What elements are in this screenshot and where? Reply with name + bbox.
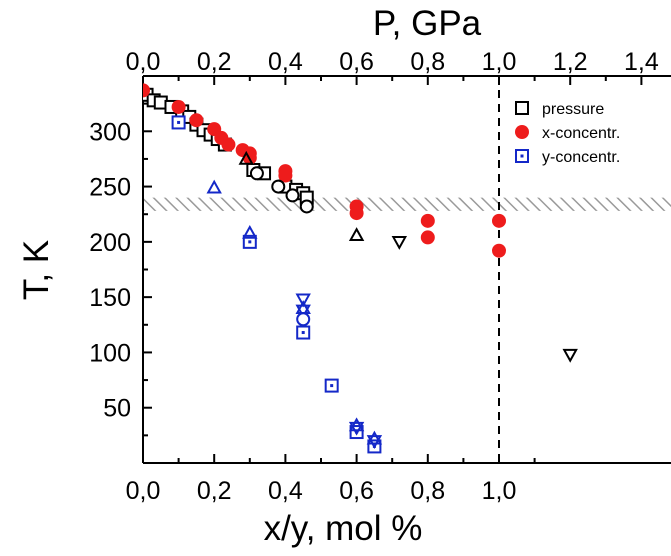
top-x-tick-label: 1,4 [624, 48, 659, 76]
x-tick-label: 0,4 [268, 477, 303, 505]
point-center-dot [248, 240, 252, 244]
point-triangle-up [206, 179, 222, 194]
top-x-tick-label: 1,2 [553, 48, 588, 76]
point-filled-circle [492, 243, 506, 258]
top-x-tick-label: 0,2 [197, 48, 232, 76]
point-triangle-up [348, 227, 365, 242]
point-triangle-up [348, 417, 365, 432]
point-open-circle [285, 188, 300, 203]
point-open-circle [249, 166, 264, 181]
x-tick-label: 0,6 [339, 477, 374, 505]
data-points [143, 83, 578, 454]
point-filled-circle [221, 137, 236, 152]
y-tick-label: 100 [89, 339, 131, 367]
point-filled-circle [189, 113, 204, 128]
point-filled-circle [420, 213, 435, 228]
hatched-band [143, 197, 671, 211]
point-open-circle [299, 199, 314, 214]
legend-label: y-concentr. [542, 149, 620, 166]
point-triangle-up [366, 430, 383, 445]
point-filled-circle [349, 206, 364, 221]
x-tick-label: 0,8 [410, 477, 445, 505]
x-tick-label: 0,0 [126, 477, 161, 505]
y-tick-label: 300 [89, 118, 131, 146]
point-triangle-up [238, 150, 254, 165]
point-open-square [515, 101, 529, 115]
legend-label: pressure [542, 101, 604, 118]
point-center-dot [330, 384, 334, 388]
y-tick-label: 200 [89, 229, 131, 257]
top-x-tick-label: 1,0 [482, 48, 517, 76]
x-tick-label: 0,2 [197, 477, 232, 505]
x-tick-label: 1,0 [482, 477, 517, 505]
top-x-tick-label: 0,0 [126, 48, 161, 76]
point-triangle-down [391, 236, 408, 250]
point-filled-circle [515, 125, 529, 139]
point-triangle-down [295, 304, 311, 319]
point-center-dot [301, 331, 305, 335]
top-x-tick-label: 0,4 [268, 48, 303, 76]
point-center-dot [177, 120, 181, 124]
point-filled-circle [278, 168, 293, 183]
y-tick-label: 250 [89, 174, 131, 202]
top-x-tick-label: 0,6 [339, 48, 374, 76]
point-triangle-down [295, 293, 311, 308]
y-axis-title: T, K [17, 240, 56, 300]
point-filled-circle [420, 230, 435, 245]
x-axis-title: x/y, mol % [264, 509, 423, 548]
point-triangle-down [348, 421, 365, 436]
point-triangle-down [366, 435, 383, 449]
point-filled-circle [171, 99, 186, 114]
y-tick-label: 50 [103, 395, 131, 423]
point-filled-circle [492, 213, 506, 228]
y-tick-label: 150 [89, 284, 131, 312]
legend-center-dot [520, 154, 524, 158]
legend: pressure x-concentr. y-concentr. [515, 101, 620, 166]
point-open-circle [296, 312, 311, 327]
point-triangle-down [562, 348, 578, 363]
axis-ticks [142, 76, 643, 463]
point-filled-circle [143, 83, 150, 98]
point-triangle-up [242, 224, 258, 239]
tick-labels: 0,0 0,2 0,4 0,6 0,8 1,0 0,0 0,2 0,4 0,6 0,8 1,0 1,2 1… [89, 48, 659, 505]
legend-label: x-concentr. [542, 125, 620, 142]
top-axis-title: P, GPa [373, 4, 482, 43]
point-open-circle [271, 179, 286, 194]
top-x-tick-label: 0,8 [410, 48, 445, 76]
